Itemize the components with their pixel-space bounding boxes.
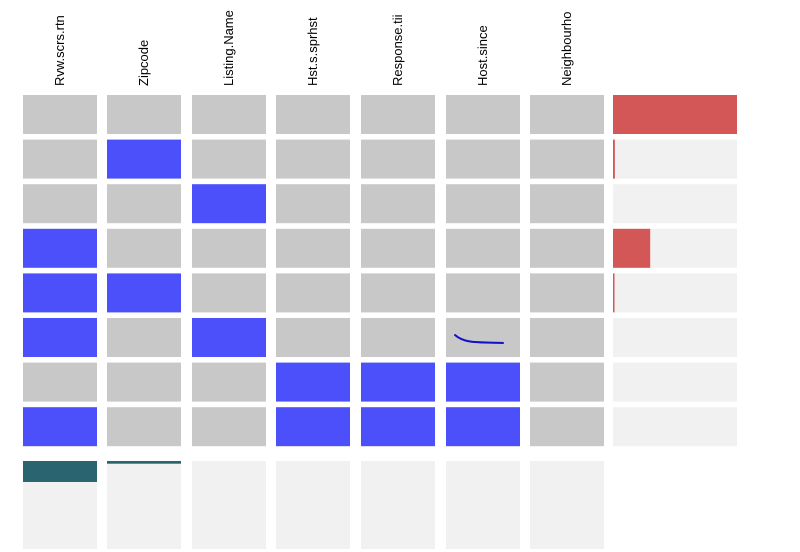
- present-cell: [446, 95, 520, 134]
- present-cell: [361, 184, 435, 224]
- missing-cell: [446, 362, 520, 402]
- present-cell: [530, 228, 604, 268]
- summary-bar: [107, 461, 181, 464]
- missing-cell: [361, 362, 435, 402]
- column-label: Rvw.scrs.rtn: [52, 15, 67, 86]
- present-cell: [23, 95, 97, 134]
- frequency-bar-track: [613, 273, 737, 313]
- present-cell: [530, 273, 604, 313]
- missing-cell: [446, 407, 520, 447]
- frequency-bar-track: [613, 362, 737, 402]
- present-cell: [192, 273, 266, 313]
- missing-cell: [107, 139, 181, 179]
- pattern-grid: [23, 95, 604, 447]
- column-label: Hst.s.sprhst: [305, 17, 320, 86]
- summary-panel: [361, 461, 435, 549]
- missing-cell: [23, 318, 97, 357]
- present-cell: [530, 139, 604, 179]
- present-cell: [107, 184, 181, 224]
- summary-panel: [530, 461, 604, 549]
- present-cell: [276, 139, 350, 179]
- frequency-bar: [613, 273, 615, 313]
- frequency-bar-track: [613, 139, 737, 179]
- present-cell: [361, 318, 435, 357]
- present-cell: [446, 139, 520, 179]
- frequency-bar: [613, 139, 615, 179]
- frequency-bar: [613, 95, 737, 134]
- column-label: Host.since: [475, 25, 490, 86]
- column-label: Response.tii: [390, 14, 405, 86]
- missing-cell: [23, 228, 97, 268]
- frequency-bar: [613, 228, 651, 268]
- missing-cell: [192, 318, 266, 357]
- summary-panel: [192, 461, 266, 549]
- column-label: Zipcode: [136, 40, 151, 86]
- summary-bar: [23, 461, 97, 482]
- present-cell: [107, 318, 181, 357]
- present-cell: [530, 407, 604, 447]
- present-cell: [530, 184, 604, 224]
- column-label: Listing.Name: [221, 10, 236, 86]
- present-cell: [276, 95, 350, 134]
- present-cell: [192, 139, 266, 179]
- frequency-bar-track: [613, 318, 737, 357]
- present-cell: [361, 139, 435, 179]
- present-cell: [530, 318, 604, 357]
- present-cell: [361, 228, 435, 268]
- missing-cell: [23, 273, 97, 313]
- present-cell: [276, 228, 350, 268]
- present-cell: [446, 228, 520, 268]
- present-cell: [192, 407, 266, 447]
- present-cell: [276, 273, 350, 313]
- pattern-frequency-bars: [613, 95, 737, 447]
- missing-cell: [23, 407, 97, 447]
- present-cell: [107, 407, 181, 447]
- column-labels: Rvw.scrs.rtn Zipcode Listing.Name Hst.s.spr…: [52, 10, 574, 86]
- present-cell: [192, 95, 266, 134]
- present-cell: [23, 139, 97, 179]
- summary-panel: [446, 461, 520, 549]
- present-cell: [192, 228, 266, 268]
- present-cell: [107, 362, 181, 402]
- present-cell: [446, 273, 520, 313]
- present-cell: [192, 362, 266, 402]
- present-cell: [530, 95, 604, 134]
- present-cell: [361, 95, 435, 134]
- missing-cell: [276, 407, 350, 447]
- present-cell: [530, 362, 604, 402]
- missing-cell: [192, 184, 266, 224]
- missing-cell: [107, 273, 181, 313]
- column-label: Neighbourho: [559, 12, 574, 86]
- present-cell: [23, 184, 97, 224]
- present-cell: [107, 228, 181, 268]
- column-missing-summary: [23, 461, 604, 549]
- annotation-stroke: [454, 334, 504, 344]
- present-cell: [361, 273, 435, 313]
- missing-cell: [276, 362, 350, 402]
- present-cell: [276, 318, 350, 357]
- summary-panel: [107, 461, 181, 549]
- present-cell: [276, 184, 350, 224]
- present-cell: [107, 95, 181, 134]
- present-cell: [23, 362, 97, 402]
- summary-panel: [276, 461, 350, 549]
- present-cell: [446, 184, 520, 224]
- frequency-bar-track: [613, 184, 737, 224]
- missing-cell: [361, 407, 435, 447]
- frequency-bar-track: [613, 407, 737, 447]
